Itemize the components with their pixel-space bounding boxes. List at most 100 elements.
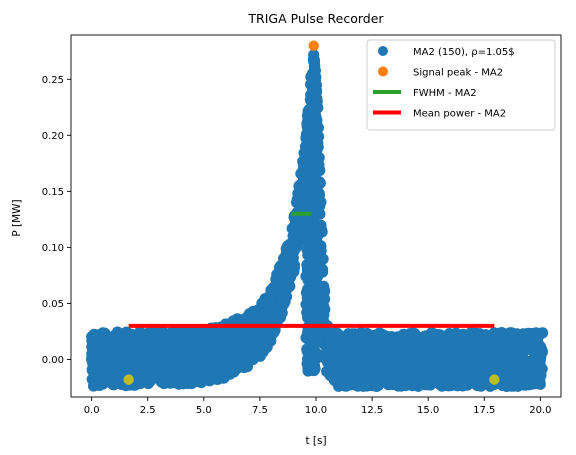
x-tick-label: 17.5 (473, 405, 495, 416)
scatter-point (361, 380, 373, 392)
plot-area (86, 40, 549, 392)
scatter-point (510, 366, 522, 378)
scatter-point (413, 370, 425, 383)
scatter-point (334, 374, 346, 386)
scatter-point (137, 373, 149, 385)
scatter-point (123, 341, 135, 353)
scatter-point (421, 342, 433, 354)
scatter-point (112, 328, 124, 340)
y-axis-label: P [MW] (11, 199, 23, 236)
scatter-point (344, 329, 356, 341)
series-4 (123, 374, 500, 385)
scatter-point (309, 86, 321, 98)
scatter-point (258, 308, 270, 320)
scatter-point (506, 332, 518, 344)
scatter-point (280, 243, 292, 255)
scatter-point (301, 179, 313, 191)
scatter-point (531, 356, 543, 368)
legend-entry: MA2 (150), ρ=1.05$ (413, 47, 515, 58)
scatter-point (302, 353, 314, 365)
scatter-point (145, 363, 157, 375)
scatter-point (494, 337, 506, 349)
scatter-point (157, 371, 169, 383)
scatter-point (448, 369, 460, 381)
scatter-point (348, 346, 360, 358)
x-tick-label: 0.0 (84, 405, 100, 416)
scatter-point (280, 291, 293, 303)
legend-entry: FWHM - MA2 (413, 88, 477, 99)
scatter-point (271, 283, 283, 295)
legend-entry: Mean power - MA2 (413, 109, 506, 120)
scatter-point (358, 338, 370, 350)
scatter-point (393, 339, 405, 351)
scatter-point (310, 97, 322, 109)
scatter-point (159, 346, 171, 358)
scatter-point (305, 197, 318, 209)
x-tick-label: 7.5 (252, 405, 268, 416)
scatter-point (113, 351, 125, 363)
scatter-point (287, 262, 299, 274)
scatter-point (212, 354, 224, 367)
scatter-point (193, 335, 205, 347)
y-tick-label: 0.20 (42, 131, 64, 142)
scatter-point (469, 351, 481, 363)
scatter-point (193, 362, 205, 374)
x-tick-label: 15.0 (417, 405, 439, 416)
scatter-point (345, 376, 357, 388)
y-tick-label: 0.05 (42, 299, 64, 310)
scatter-point (350, 365, 362, 377)
scatter-point (310, 159, 322, 171)
scatter-point (201, 342, 213, 354)
scatter-point (511, 351, 523, 364)
scatter-point (142, 327, 154, 339)
y-tick-label: 0.25 (42, 75, 64, 86)
scatter-point (438, 338, 450, 350)
scatter-point (390, 370, 402, 382)
scatter-point (126, 330, 138, 342)
scatter-point (301, 306, 313, 319)
legend: MA2 (150), ρ=1.05$ Signal peak - MA2 FWHM … (366, 39, 556, 131)
scatter-point (217, 370, 229, 382)
scatter-point (495, 356, 508, 368)
y-tick-label: 0.00 (42, 355, 64, 366)
scatter-point (525, 339, 537, 351)
scatter-point (407, 327, 419, 339)
series-1 (308, 40, 319, 51)
scatter-point (366, 354, 378, 367)
scatter-point (517, 378, 529, 391)
scatter-point (375, 340, 387, 352)
scatter-point (403, 362, 415, 374)
scatter-point (212, 345, 224, 357)
scatter-point (519, 362, 532, 374)
scatter-point (433, 369, 445, 381)
scatter-point (169, 348, 181, 360)
scatter-point (259, 339, 271, 351)
scatter-point (304, 188, 316, 200)
scatter-point (446, 350, 458, 362)
scatter-point (331, 333, 343, 345)
scatter-point (453, 330, 466, 343)
scatter-point (311, 176, 323, 188)
marker-point (489, 374, 500, 385)
scatter-point (89, 373, 101, 385)
x-tick-label: 10.0 (305, 405, 327, 416)
scatter-point (365, 346, 377, 358)
scatter-point (498, 328, 510, 340)
scatter-point (308, 333, 320, 345)
x-tick-label: 20.0 (529, 405, 551, 416)
scatter-point (165, 371, 177, 383)
x-axis: 0.0 2.5 5.0 7.5 10.0 12.5 15.0 17.5 20.0 (84, 397, 551, 416)
scatter-point (99, 327, 111, 339)
legend-swatch (378, 46, 388, 56)
scatter-point (479, 340, 491, 353)
x-axis-label: t [s] (305, 435, 326, 447)
series-0 (86, 49, 549, 392)
scatter-point (123, 349, 135, 361)
scatter-point (426, 327, 438, 339)
scatter-point (303, 169, 315, 182)
scatter-point (457, 379, 469, 391)
y-axis: 0.00 0.05 0.10 0.15 0.20 0.25 (42, 75, 71, 366)
scatter-point (302, 274, 314, 287)
scatter-point (305, 255, 317, 267)
x-tick-label: 12.5 (361, 405, 383, 416)
